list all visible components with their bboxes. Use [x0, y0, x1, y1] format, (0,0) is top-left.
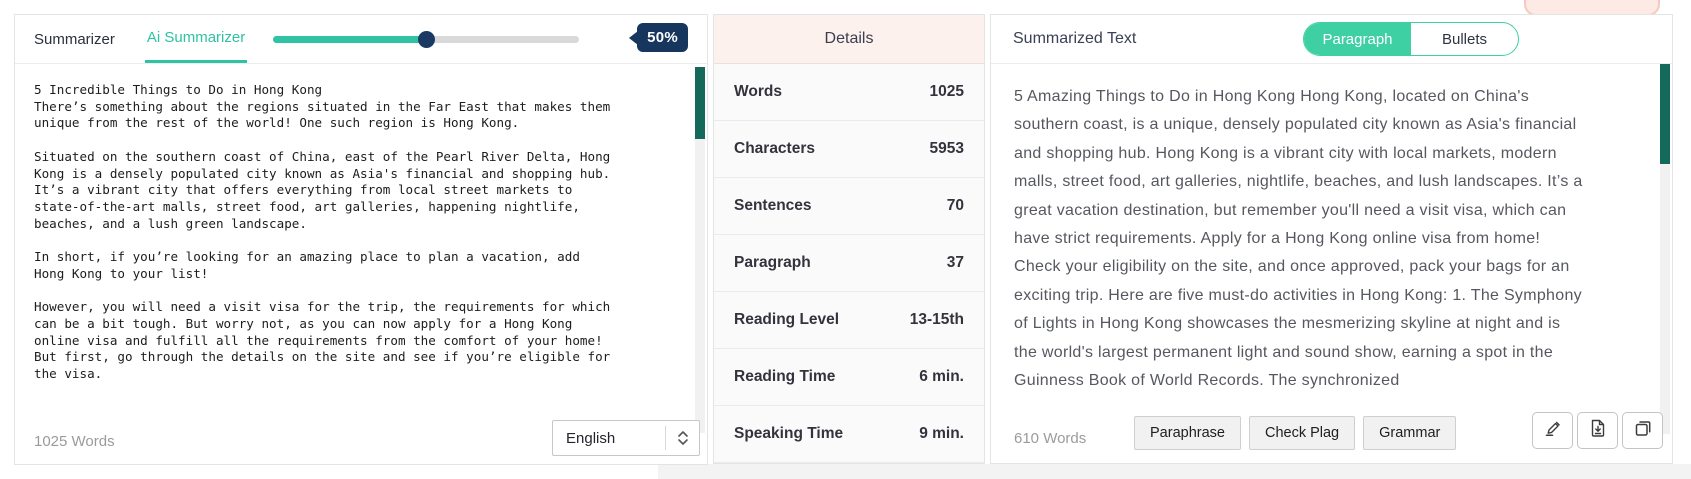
input-scrollbar[interactable] — [695, 67, 705, 433]
summary-icon-buttons — [1532, 412, 1663, 449]
details-value: 37 — [946, 254, 964, 271]
input-word-count: 1025 Words — [34, 433, 115, 450]
highlighter-button[interactable] — [1532, 412, 1573, 449]
download-icon — [1588, 417, 1608, 444]
view-mode-toggle[interactable]: Paragraph Bullets — [1303, 22, 1519, 56]
details-label: Reading Time — [734, 368, 836, 385]
slider-value-badge: 50% — [629, 23, 688, 52]
source-text-area[interactable]: 5 Incredible Things to Do in Hong Kong T… — [34, 82, 611, 381]
summary-word-count: 610 Words — [1014, 430, 1087, 447]
summary-actions: Paraphrase Check Plag Grammar — [1134, 416, 1457, 450]
highlighter-icon — [1542, 417, 1564, 444]
copy-button[interactable] — [1622, 412, 1663, 449]
details-value: 13-15th — [909, 311, 964, 328]
details-value: 70 — [946, 197, 964, 214]
grammar-button[interactable]: Grammar — [1363, 416, 1457, 450]
badge-arrow-icon — [629, 30, 639, 45]
summary-scrollbar-thumb[interactable] — [1660, 64, 1670, 164]
toggle-paragraph[interactable]: Paragraph — [1304, 23, 1411, 55]
summary-text-area[interactable]: 5 Amazing Things to Do in Hong Kong Hong… — [1014, 88, 1583, 390]
input-scrollbar-thumb[interactable] — [695, 67, 705, 139]
details-title: Details — [714, 15, 984, 64]
summary-panel: Summarized Text Paragraph Bullets 5 Amaz… — [990, 14, 1673, 464]
input-panel-header: Summarizer Ai Summarizer 50% — [15, 15, 707, 64]
details-label: Reading Level — [734, 311, 840, 328]
check-plag-button[interactable]: Check Plag — [1248, 416, 1356, 450]
language-select[interactable]: English — [552, 420, 700, 456]
details-label: Characters — [734, 140, 815, 157]
download-button[interactable] — [1577, 412, 1618, 449]
details-label: Sentences — [734, 197, 812, 214]
toggle-bullets[interactable]: Bullets — [1441, 30, 1488, 48]
details-label: Paragraph — [734, 254, 811, 271]
details-value: 9 min. — [919, 425, 964, 442]
page-background-strip — [658, 464, 1691, 479]
copy-icon — [1632, 417, 1654, 444]
details-row-words: Words 1025 — [714, 64, 984, 121]
slider-fill — [273, 36, 426, 43]
details-value: 5953 — [929, 140, 964, 157]
details-panel: Details Words 1025 Characters 5953 Sente… — [713, 14, 985, 464]
tab-ai-summarizer[interactable]: Ai Summarizer — [144, 15, 248, 63]
chevron-updown-icon[interactable] — [666, 428, 699, 448]
details-row-reading-level: Reading Level 13-15th — [714, 292, 984, 349]
details-label: Words — [734, 83, 782, 100]
summary-scrollbar[interactable] — [1660, 64, 1670, 434]
slider-thumb[interactable] — [418, 31, 435, 48]
details-value: 6 min. — [919, 368, 964, 385]
details-value: 1025 — [929, 83, 964, 100]
input-panel: Summarizer Ai Summarizer 50% 5 Incredibl… — [14, 14, 708, 465]
slider-track[interactable] — [273, 31, 579, 48]
details-row-characters: Characters 5953 — [714, 121, 984, 178]
details-row-sentences: Sentences 70 — [714, 178, 984, 235]
summary-panel-header: Summarized Text Paragraph Bullets — [991, 15, 1672, 64]
details-row-speaking-time: Speaking Time 9 min. — [714, 406, 984, 463]
select-divider — [665, 426, 666, 450]
details-row-reading-time: Reading Time 6 min. — [714, 349, 984, 406]
summary-title: Summarized Text — [1013, 30, 1137, 47]
details-label: Speaking Time — [734, 425, 844, 442]
tab-summarizer[interactable]: Summarizer — [34, 30, 115, 48]
language-select-value: English — [566, 429, 616, 447]
slider-value-label: 50% — [637, 23, 688, 52]
summary-length-slider[interactable] — [273, 15, 593, 63]
paraphrase-button[interactable]: Paraphrase — [1134, 416, 1241, 450]
details-row-paragraph: Paragraph 37 — [714, 235, 984, 292]
